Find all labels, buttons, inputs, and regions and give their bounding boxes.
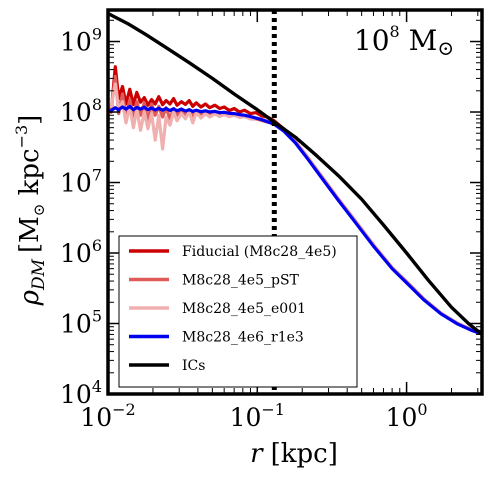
y-tick-label-3: 107 — [60, 166, 102, 198]
legend-box — [118, 235, 358, 388]
y-tick-label-5: 109 — [60, 25, 102, 57]
legend-label-3: M8c28_4e6_r1e3 — [182, 330, 304, 346]
ticks-layer: 10−2 10−1 100 104 105 106 107 108 109 — [60, 10, 482, 432]
series-layer — [108, 11, 482, 337]
legend-label-0: Fiducial (M8c28_4e5) — [182, 244, 337, 260]
legend-label-2: M8c28_4e5_e001 — [182, 301, 306, 317]
mass-annotation: 108 M⊙ — [354, 22, 454, 60]
y-tick-label-4: 108 — [60, 95, 102, 127]
legend-entries: Fiducial (M8c28_4e5) M8c28_4e5_pST M8c28_4… — [129, 244, 337, 374]
plot-area: 10−2 10−1 100 104 105 106 107 108 109 — [60, 8, 484, 432]
legend: Fiducial (M8c28_4e5) M8c28_4e5_pST M8c28_4… — [118, 235, 358, 388]
series-line-3 — [109, 104, 482, 336]
y-tick-label-0: 104 — [60, 377, 102, 409]
plot-frame — [106, 8, 484, 396]
y-tick-label-1: 105 — [60, 307, 102, 339]
y-tick-label-2: 106 — [60, 236, 102, 268]
x-tick-label-1: 10−1 — [230, 400, 285, 432]
x-tick-label-2: 100 — [386, 400, 428, 432]
legend-label-1: M8c28_4e5_pST — [182, 273, 300, 289]
x-tick-label-0: 10−2 — [80, 400, 135, 432]
x-axis-label: r [kpc] — [250, 439, 338, 469]
y-axis-label: ρDM[M⊙ kpc−3] — [12, 115, 49, 307]
series-line-4 — [108, 11, 482, 337]
legend-label-4: ICs — [182, 358, 205, 374]
